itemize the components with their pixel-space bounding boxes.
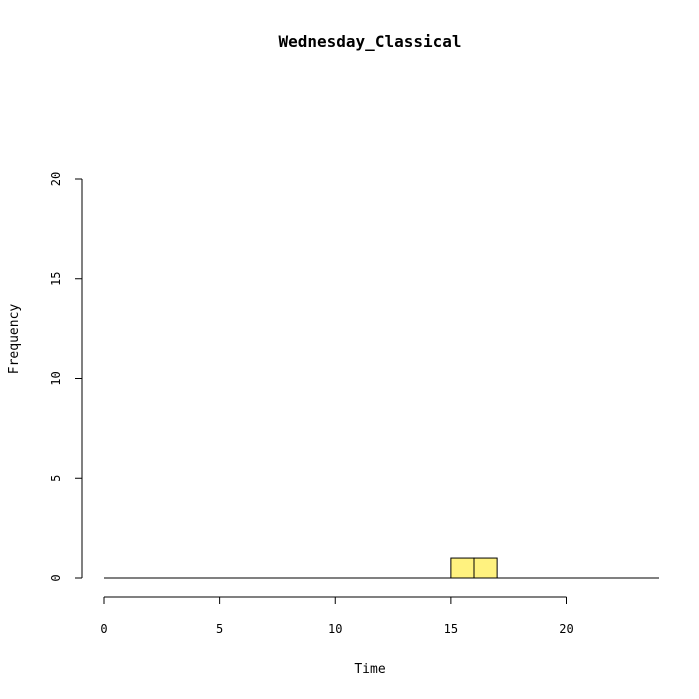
y-tick-label: 20	[49, 172, 63, 186]
y-tick-label: 10	[49, 371, 63, 385]
y-tick-label: 5	[49, 475, 63, 482]
x-axis: 0 5 10 15 20	[100, 596, 574, 636]
x-tick-label: 20	[559, 622, 573, 636]
x-tick-label: 5	[216, 622, 223, 636]
y-tick-label: 0	[49, 574, 63, 581]
bars	[104, 557, 659, 579]
histogram-bar	[473, 557, 498, 579]
x-tick-label: 0	[100, 622, 107, 636]
y-axis-label: Frequency	[7, 304, 22, 375]
x-tick-label: 10	[328, 622, 342, 636]
chart-title: Wednesday_Classical	[278, 32, 461, 51]
x-tick-label: 15	[444, 622, 458, 636]
y-tick-label: 15	[49, 272, 63, 286]
y-axis: 0 5 10 15 20	[49, 172, 83, 582]
x-axis-label: Time	[354, 662, 385, 677]
histogram-bar	[450, 557, 475, 579]
